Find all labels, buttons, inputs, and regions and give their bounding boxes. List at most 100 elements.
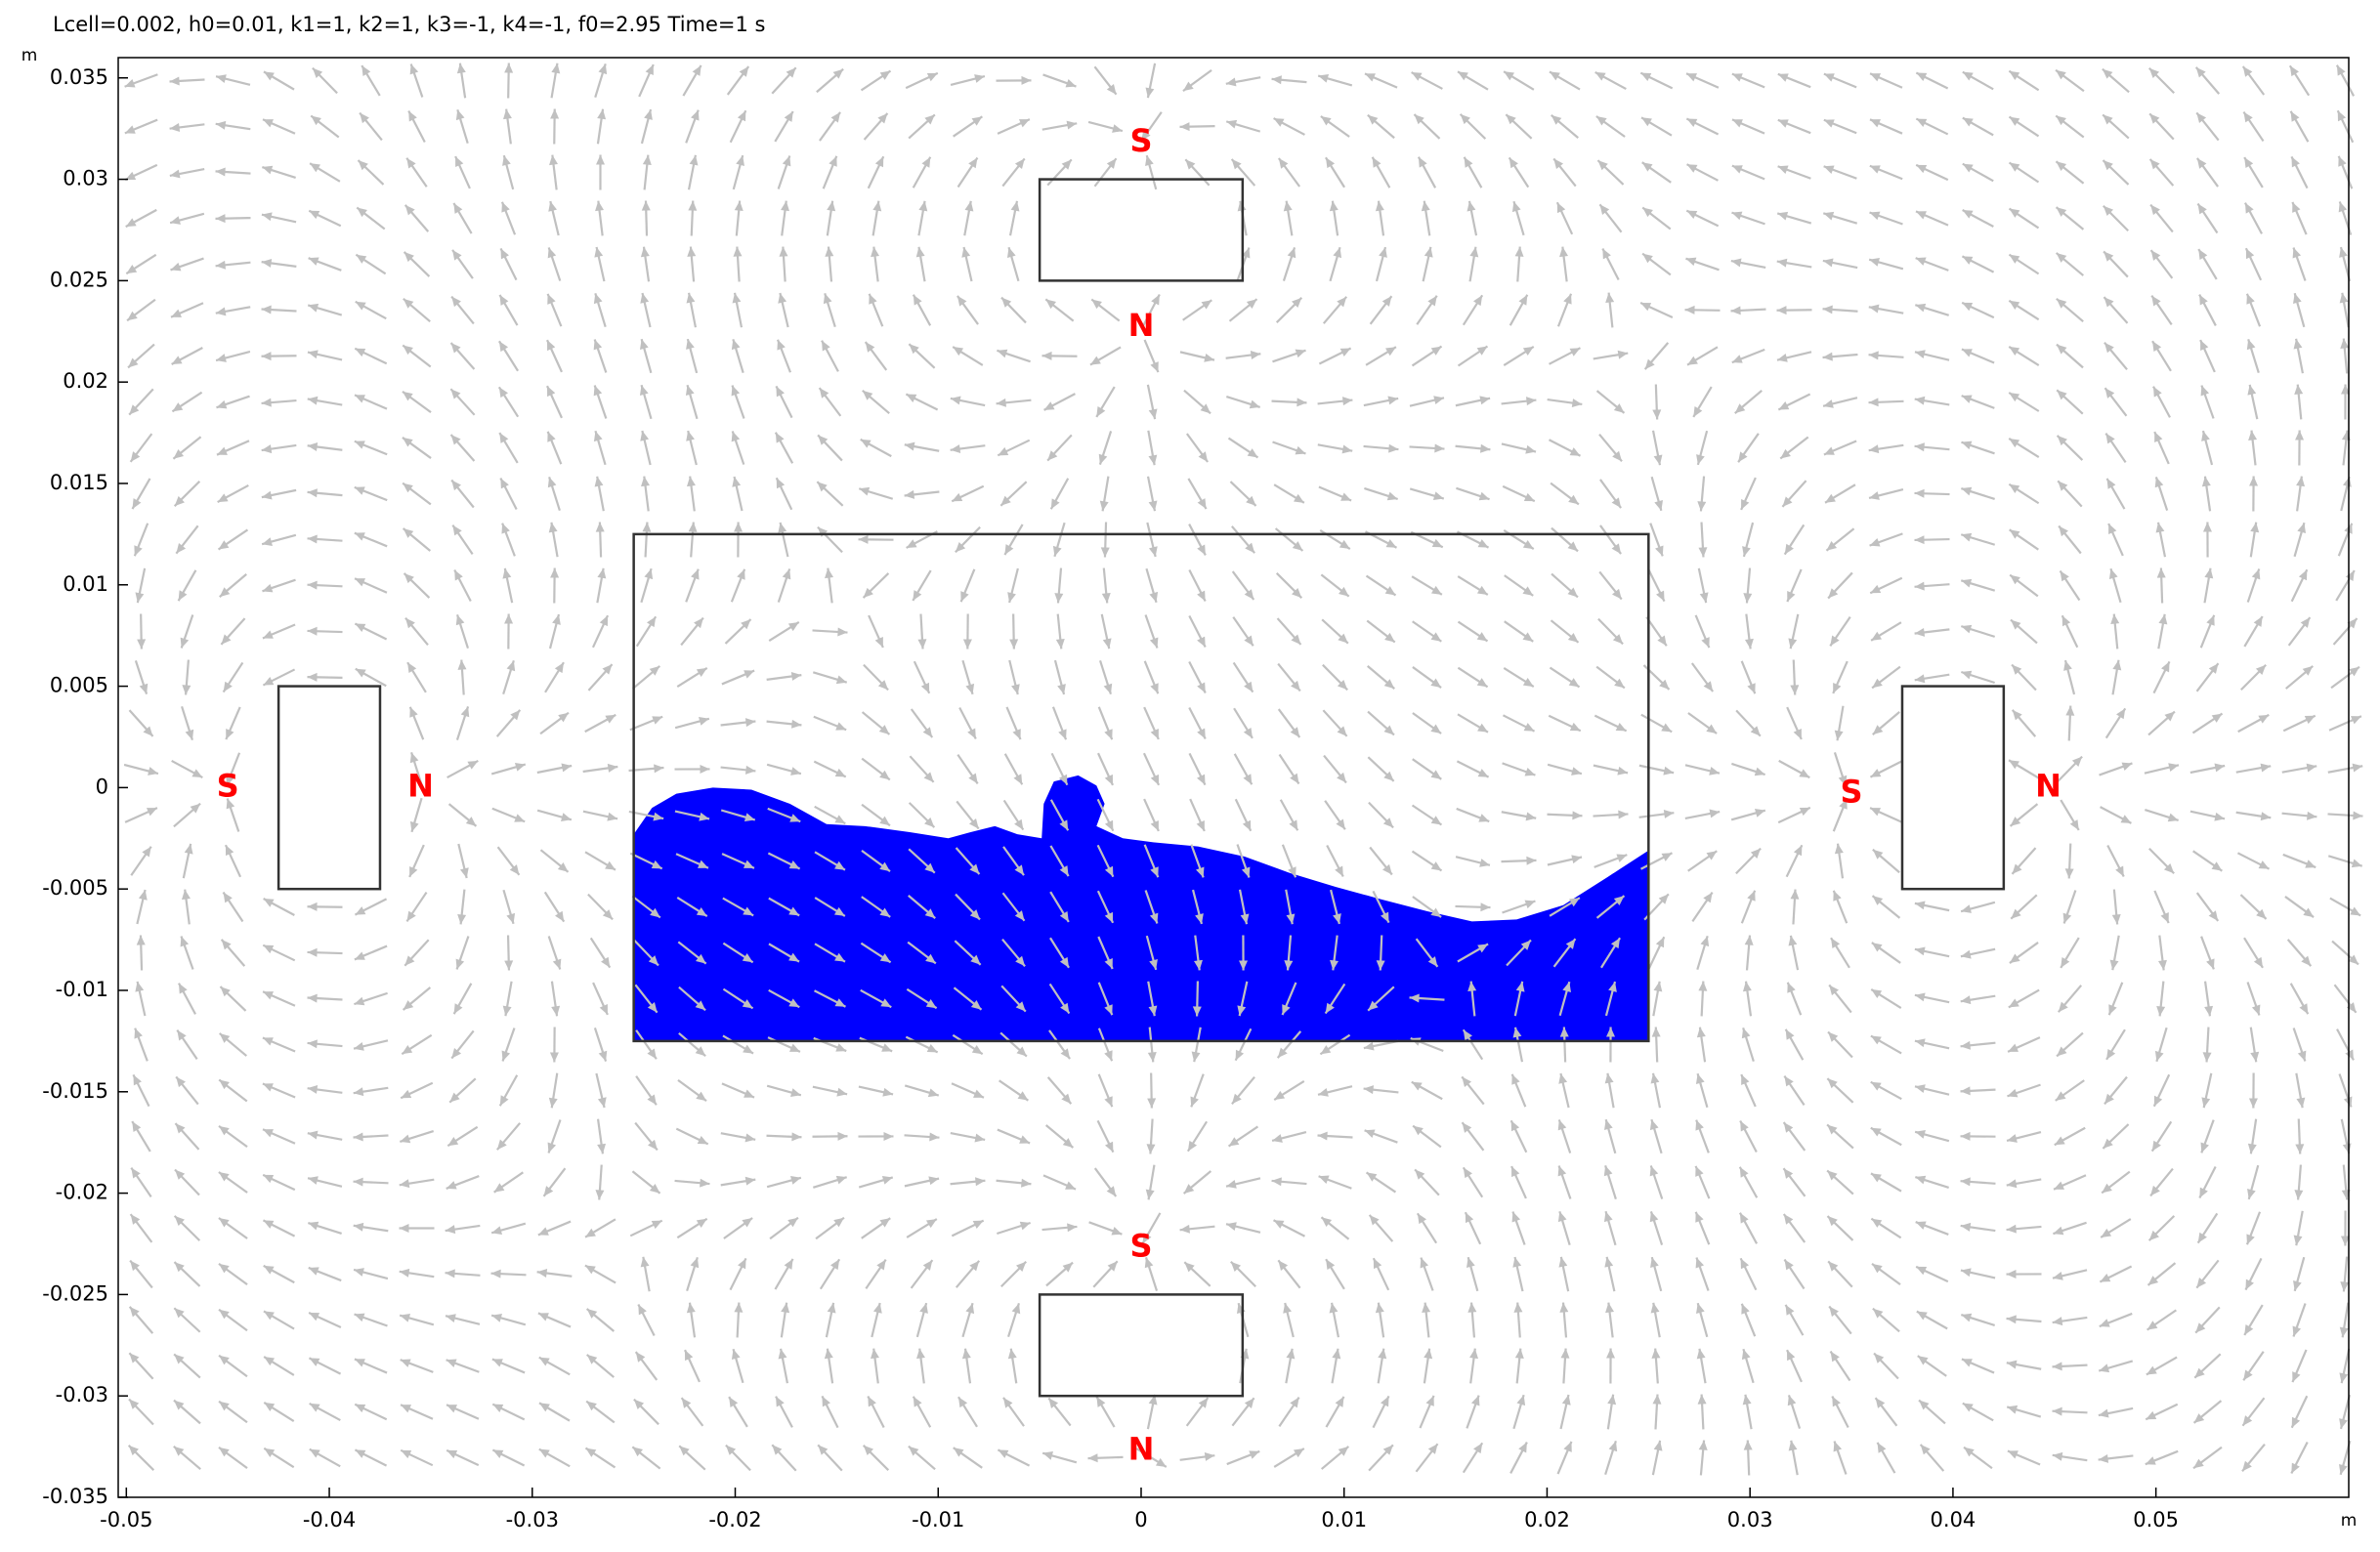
field-arrow-head — [219, 1079, 230, 1090]
field-arrow-head — [1743, 593, 1753, 604]
field-arrow-head — [605, 714, 616, 724]
field-arrow-head — [1567, 587, 1578, 598]
field-arrow-head — [1011, 1303, 1021, 1315]
field-arrow-head — [2099, 1363, 2110, 1373]
field-arrow-head — [1914, 488, 1925, 498]
field-arrow-head — [215, 214, 226, 224]
field-arrow-head — [594, 476, 604, 487]
field-arrow-head — [1787, 982, 1796, 993]
field-arrow-head — [1145, 1189, 1155, 1200]
field-arrow-head — [1284, 960, 1294, 971]
field-arrow-head — [1382, 863, 1392, 875]
field-arrow-head — [216, 446, 228, 455]
field-arrow-head — [307, 993, 318, 1003]
field-arrow-head — [836, 1087, 848, 1097]
field-arrow-head — [221, 939, 232, 950]
field-arrow-head — [1289, 819, 1298, 831]
field-arrow-head — [2056, 115, 2066, 126]
field-arrow-head — [262, 165, 274, 175]
field-arrow-head — [1653, 1440, 1663, 1451]
field-arrow-head — [557, 862, 569, 872]
field-arrow-head — [1870, 1173, 1882, 1183]
field-arrow-head — [2339, 1372, 2349, 1384]
field-arrow-head — [2247, 384, 2257, 396]
field-arrow-head — [1014, 158, 1025, 170]
field-arrow-head — [264, 1402, 276, 1412]
field-arrow-head — [2348, 954, 2359, 965]
field-arrow-head — [1559, 1302, 1569, 1313]
field-arrow-head — [1249, 399, 1260, 409]
field-arrow-head — [1822, 352, 1833, 361]
field-arrow-head — [309, 1448, 320, 1458]
field-arrow-head — [2351, 859, 2362, 868]
field-arrow-head — [1463, 1029, 1472, 1041]
field-arrow-head — [1477, 769, 1489, 777]
field-arrow-head — [1618, 810, 1629, 819]
field-arrow-head — [2306, 763, 2317, 773]
field-arrow-head — [2104, 251, 2114, 262]
field-arrow-head — [1335, 1396, 1344, 1407]
field-arrow-head — [2148, 67, 2160, 79]
field-arrow-head — [2295, 1144, 2305, 1154]
field-arrow-head — [879, 1218, 891, 1228]
field-arrow-head — [1686, 210, 1698, 220]
field-arrow-head — [1869, 491, 1880, 500]
field-arrow-head — [1367, 114, 1379, 125]
field-arrow-head — [1602, 248, 1611, 260]
field-arrow-head — [686, 1302, 696, 1314]
field-arrow-head — [1271, 1177, 1282, 1187]
field-arrow-head — [1785, 1304, 1795, 1316]
field-arrow-head — [2156, 1005, 2166, 1017]
field-arrow-head — [1823, 446, 1835, 455]
field-arrow-head — [547, 431, 556, 442]
field-arrow-head — [1776, 353, 1788, 362]
field-arrow-head — [1096, 1396, 1106, 1407]
field-arrow-head — [869, 293, 877, 305]
field-arrow-head — [490, 1269, 501, 1279]
field-arrow-head — [1012, 729, 1021, 740]
field-arrow-head — [1823, 119, 1835, 128]
field-arrow-head — [1557, 1119, 1567, 1131]
field-arrow-head — [407, 662, 417, 674]
field-arrow-head — [1740, 1120, 1749, 1132]
field-arrow-head — [2339, 1326, 2349, 1338]
field-arrow-head — [1179, 122, 1190, 132]
field-arrow-head — [647, 1002, 658, 1013]
field-arrow-head — [1293, 493, 1304, 503]
field-arrow-head — [1430, 346, 1442, 356]
field-arrow-head — [307, 672, 318, 682]
field-arrow-head — [226, 798, 235, 810]
field-arrow-head — [1572, 811, 1583, 820]
field-arrow-head — [220, 986, 231, 997]
field-arrow-head — [1642, 207, 1653, 218]
field-arrow-head — [1052, 545, 1062, 557]
field-arrow-head — [457, 659, 467, 670]
field-arrow-head — [1246, 299, 1257, 309]
field-arrow-head — [645, 64, 654, 76]
field-arrow-head — [1200, 403, 1211, 414]
field-arrow-head — [2292, 247, 2302, 259]
field-arrow-head — [1194, 959, 1203, 971]
field-arrow-head — [263, 1129, 274, 1138]
field-arrow-head — [787, 1217, 798, 1228]
field-arrow-head — [913, 294, 922, 306]
field-arrow-head — [2009, 529, 2020, 539]
field-arrow-head — [1512, 1256, 1522, 1268]
field-arrow-head — [131, 1167, 141, 1179]
field-arrow-head — [779, 246, 788, 257]
field-arrow-head — [1204, 1451, 1215, 1461]
field-arrow-head — [791, 1132, 802, 1142]
field-arrow-head — [1375, 200, 1384, 212]
field-arrow-head — [647, 1048, 657, 1060]
field-arrow-head — [1565, 939, 1576, 949]
field-arrow-head — [263, 677, 275, 686]
field-arrow-head — [1606, 1027, 1616, 1037]
field-arrow-head — [688, 522, 698, 532]
field-arrow-head — [1422, 1302, 1431, 1314]
field-arrow-head — [1055, 639, 1065, 650]
magnet — [1038, 1293, 1245, 1398]
field-arrow-head — [1226, 1222, 1237, 1231]
field-arrow-head — [696, 667, 707, 678]
field-arrow-head — [1278, 1260, 1289, 1272]
field-arrow-head — [1962, 117, 1974, 127]
